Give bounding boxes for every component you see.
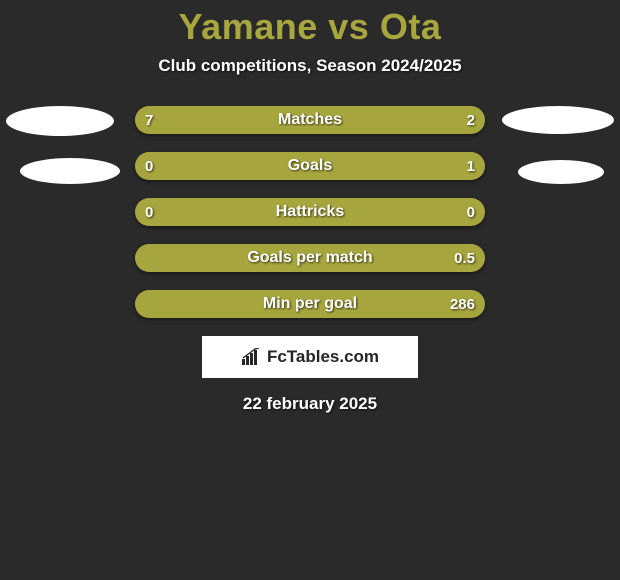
vs-text: vs: [328, 6, 369, 47]
stat-bar-right: [394, 106, 485, 134]
brand-text: FcTables.com: [267, 347, 379, 367]
date-text: 22 february 2025: [0, 394, 620, 414]
stat-row: Min per goal286: [135, 290, 485, 318]
player-a-name: Yamane: [179, 6, 318, 47]
stat-bar-left: [135, 290, 485, 318]
stat-rows: Matches72 Goals01 Hattricks00 Goals per mat…: [135, 106, 485, 318]
comparison-arena: Matches72 Goals01 Hattricks00 Goals per mat…: [0, 106, 620, 318]
brand-bars-icon: [241, 348, 263, 366]
stat-row: Matches72: [135, 106, 485, 134]
stat-bar-left: [135, 106, 394, 134]
player-b-name: Ota: [380, 6, 442, 47]
stat-row: Goals01: [135, 152, 485, 180]
avatar-ellipse: [20, 158, 120, 184]
brand-badge: FcTables.com: [202, 336, 418, 378]
page-title: Yamane vs Ota: [0, 0, 620, 48]
avatar-ellipse: [502, 106, 614, 134]
stat-bar-right: [198, 152, 485, 180]
avatar-ellipse: [6, 106, 114, 136]
stat-bar-left: [135, 244, 485, 272]
stat-bar-left: [135, 152, 198, 180]
stat-row: Goals per match0.5: [135, 244, 485, 272]
stat-row: Hattricks00: [135, 198, 485, 226]
subtitle: Club competitions, Season 2024/2025: [0, 56, 620, 76]
stat-bar-left: [135, 198, 485, 226]
avatar-ellipse: [518, 160, 604, 184]
